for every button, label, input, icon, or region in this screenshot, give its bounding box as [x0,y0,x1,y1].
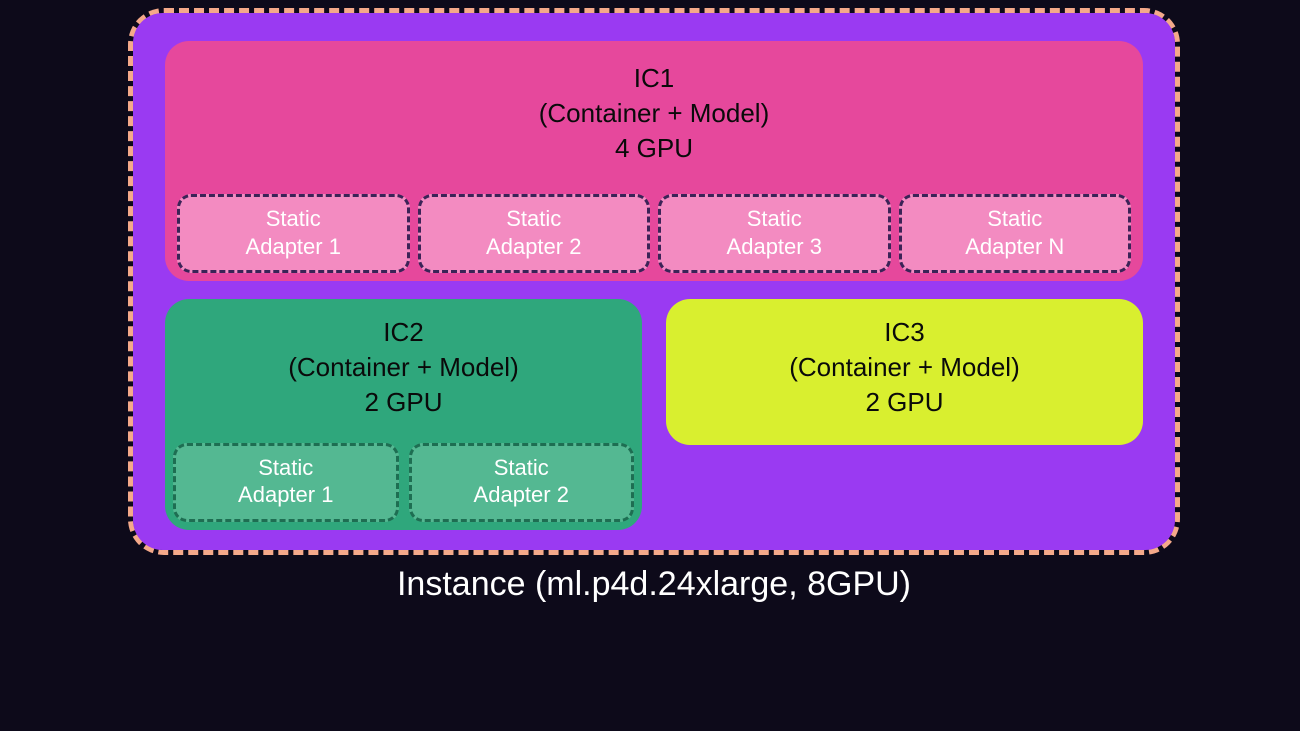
ic3-heading: IC3 (Container + Model) 2 GPU [674,315,1135,420]
adapter-label-line2: Adapter 2 [486,234,581,259]
adapter-label-line1: Static [266,206,321,231]
ic2-adapter-2: Static Adapter 2 [409,443,635,522]
adapter-label-line2: Adapter N [965,234,1064,259]
ic2-heading: IC2 (Container + Model) 2 GPU [173,315,634,420]
ic1-title-line3: 4 GPU [615,133,693,163]
adapter-label-line2: Adapter 3 [727,234,822,259]
ic1-adapter-n: Static Adapter N [899,194,1132,273]
ic2-title-line3: 2 GPU [364,387,442,417]
adapter-label-line1: Static [747,206,802,231]
adapter-label-line2: Adapter 1 [246,234,341,259]
ic2-container: IC2 (Container + Model) 2 GPU Static Ada… [165,299,642,529]
ic2-adapter-1: Static Adapter 1 [173,443,399,522]
ic1-adapter-row: Static Adapter 1 Static Adapter 2 Static… [175,194,1133,273]
ic3-title-line3: 2 GPU [865,387,943,417]
bottom-row: IC2 (Container + Model) 2 GPU Static Ada… [165,299,1143,529]
instance-fill: IC1 (Container + Model) 4 GPU Static Ada… [133,13,1175,550]
ic1-title-line2: (Container + Model) [539,98,770,128]
adapter-label-line1: Static [506,206,561,231]
ic1-heading: IC1 (Container + Model) 4 GPU [175,61,1133,166]
ic1-adapter-1: Static Adapter 1 [177,194,410,273]
instance-dashed-border: IC1 (Container + Model) 4 GPU Static Ada… [128,8,1180,555]
instance-wrapper: IC1 (Container + Model) 4 GPU Static Ada… [128,8,1180,604]
adapter-label-line1: Static [494,455,549,480]
ic1-container: IC1 (Container + Model) 4 GPU Static Ada… [165,41,1143,281]
ic3-container: IC3 (Container + Model) 2 GPU [666,299,1143,444]
ic1-title-line1: IC1 [634,63,674,93]
adapter-label-line2: Adapter 2 [474,482,569,507]
ic3-title-line1: IC3 [884,317,924,347]
ic2-title-line2: (Container + Model) [288,352,519,382]
ic3-title-line2: (Container + Model) [789,352,1020,382]
instance-label: Instance (ml.p4d.24xlarge, 8GPU) [128,565,1180,604]
ic1-adapter-2: Static Adapter 2 [418,194,651,273]
adapter-label-line1: Static [987,206,1042,231]
ic2-title-line1: IC2 [383,317,423,347]
adapter-label-line2: Adapter 1 [238,482,333,507]
ic2-adapter-row: Static Adapter 1 Static Adapter 2 [173,443,634,522]
ic1-adapter-3: Static Adapter 3 [658,194,891,273]
adapter-label-line1: Static [258,455,313,480]
